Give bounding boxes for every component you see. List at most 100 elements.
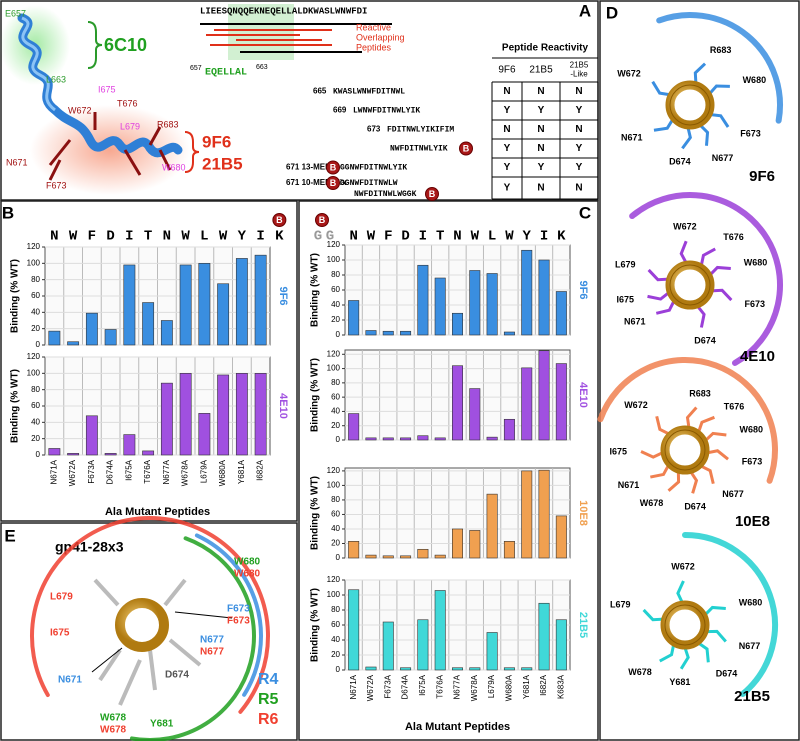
- residue-label: F673: [745, 299, 766, 309]
- row-sequence: NWFDITNWLWGGK: [354, 190, 417, 199]
- y-tick-label: 80: [31, 385, 40, 394]
- panel-title: gp41-28x3: [55, 539, 124, 555]
- row-sequence: GGNWFDITNWLYIK: [340, 164, 407, 173]
- sequence-letter: Y: [523, 229, 532, 245]
- sequence-letter: N: [163, 229, 171, 245]
- antibody-label: 9F6: [202, 132, 231, 151]
- x-tick-label: L679A: [487, 674, 496, 698]
- bar: [538, 469, 550, 559]
- bar: [555, 619, 567, 671]
- x-tick-label: F673A: [383, 674, 392, 698]
- sequence-letter: G: [314, 229, 322, 245]
- y-tick-label: 60: [31, 291, 40, 300]
- bar: [434, 590, 446, 671]
- sequence-letter: W: [69, 229, 78, 245]
- row-sequence: LWNWFDITNWLYIK: [353, 107, 420, 116]
- y-tick-label: 100: [327, 255, 341, 264]
- sequence-letter: W: [367, 229, 376, 245]
- bar: [469, 667, 481, 671]
- table-cell: N: [537, 124, 544, 135]
- biotin-badge: [425, 187, 439, 201]
- residue-label: L663: [46, 74, 66, 84]
- residue-label: T676: [724, 401, 745, 411]
- y-tick-label: 120: [327, 575, 341, 584]
- bar: [503, 331, 515, 336]
- biotin-badge: [272, 213, 287, 227]
- y-tick-label: 0: [336, 553, 341, 562]
- bar: [235, 373, 248, 456]
- y-tick-label: 100: [27, 258, 41, 267]
- bar: [142, 450, 155, 456]
- sequence-letter: L: [488, 229, 496, 245]
- y-tick-label: 0: [36, 340, 41, 349]
- residue-label: F673: [742, 456, 763, 466]
- residue-label: I675: [610, 446, 628, 456]
- bar: [382, 555, 394, 559]
- residue-label: N671: [621, 133, 643, 143]
- residue-label: W680: [234, 569, 261, 580]
- residue-label: I675: [98, 84, 116, 94]
- helix-rim: [669, 264, 711, 306]
- bar: [452, 365, 463, 441]
- bar: [104, 329, 117, 346]
- bar: [400, 437, 412, 441]
- chart-title: 4E10: [577, 382, 589, 408]
- panel-letter: C: [579, 203, 591, 222]
- residue-label: W680: [739, 598, 763, 608]
- y-axis-label: Binding (% WT): [310, 588, 321, 662]
- sequence-letter: W: [505, 229, 514, 245]
- y-tick-label: 60: [331, 392, 340, 401]
- x-tick-label: D674A: [106, 459, 115, 484]
- helix-highlight: [21, 16, 56, 112]
- x-axis-label: Ala Mutant Peptides: [405, 721, 510, 733]
- y-tick-label: 0: [36, 450, 41, 459]
- table-cell: N: [575, 183, 582, 194]
- table-cell: Y: [504, 183, 511, 194]
- residue-label: D674: [716, 669, 738, 679]
- row-sequence: NWFDITNWLYIK: [390, 145, 448, 154]
- bar: [555, 515, 567, 559]
- brace: [87, 21, 103, 69]
- y-tick-label: 80: [331, 270, 340, 279]
- biotin-badge: [326, 176, 340, 190]
- x-tick-label: I675A: [418, 674, 427, 696]
- table-cell: Y: [576, 143, 583, 154]
- peptides-label: Peptides: [356, 42, 392, 52]
- helix-rim: [669, 84, 711, 126]
- x-tick-label: W678A: [470, 674, 479, 701]
- bar: [382, 621, 394, 671]
- x-tick-label: I682A: [256, 459, 265, 481]
- bar: [417, 264, 429, 336]
- x-tick-label: W678A: [181, 459, 190, 486]
- bar: [469, 530, 481, 559]
- sequence-letter: N: [349, 229, 357, 245]
- bar: [400, 330, 412, 336]
- biotin-label: B: [429, 189, 436, 199]
- helix-rim: [664, 429, 706, 471]
- residue-label: L679: [120, 121, 140, 131]
- bar: [538, 259, 550, 336]
- bar: [160, 320, 173, 346]
- bar: [486, 273, 498, 336]
- bar: [382, 330, 394, 336]
- table-title: Peptide Reactivity: [502, 43, 589, 54]
- y-tick-label: 120: [27, 242, 41, 251]
- y-tick-label: 40: [331, 407, 340, 416]
- x-tick-label: N677A: [162, 459, 171, 484]
- bar: [417, 619, 429, 671]
- x-tick-label: Y681A: [522, 674, 531, 699]
- helix: [115, 598, 169, 652]
- bar: [85, 415, 98, 456]
- sequence-letter: W: [471, 229, 480, 245]
- residue-label: W680: [740, 425, 764, 435]
- bar: [452, 528, 463, 559]
- panel-letter: E: [4, 526, 15, 545]
- residue-label: W672: [671, 561, 695, 571]
- column-header: 21B5: [570, 61, 589, 70]
- epitope-glow: [30, 105, 190, 195]
- residue-label: Y681: [150, 719, 174, 730]
- bar: [434, 437, 446, 441]
- y-tick-label: 20: [31, 434, 40, 443]
- x-tick-label: Y681A: [237, 459, 246, 484]
- bar: [452, 312, 463, 336]
